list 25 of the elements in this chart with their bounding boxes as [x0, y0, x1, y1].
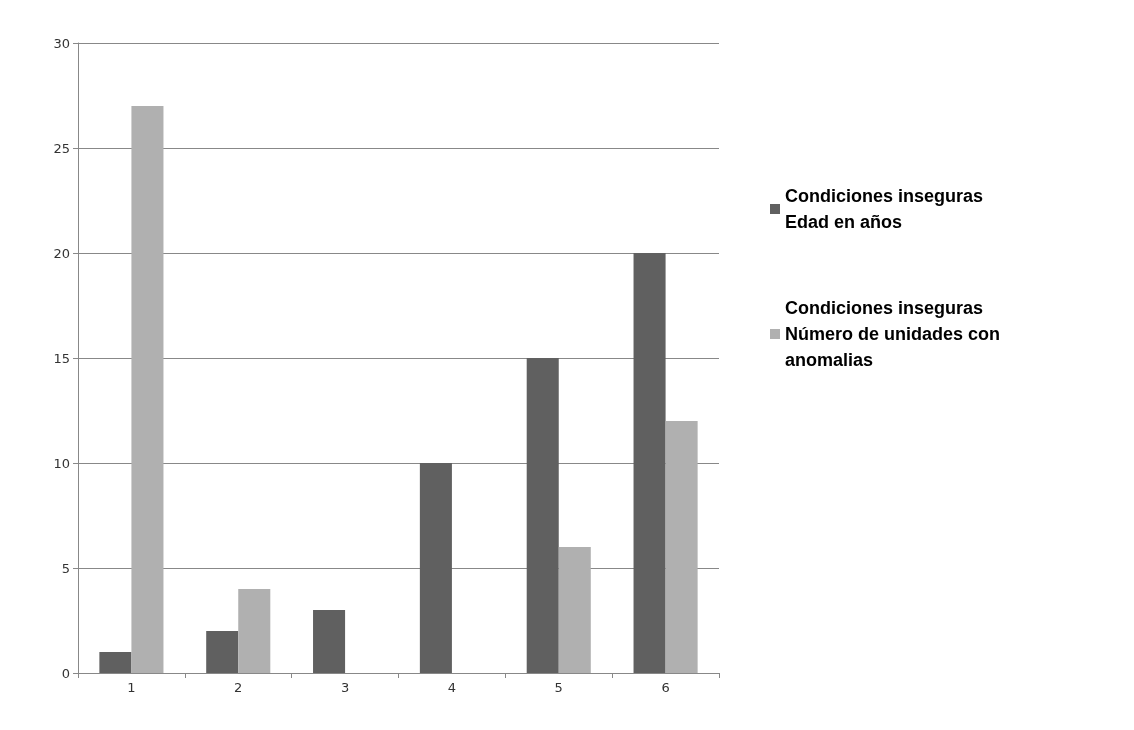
bar — [99, 652, 132, 673]
y-tick-label: 20 — [53, 245, 70, 261]
bar — [206, 631, 239, 673]
x-tick-label: 1 — [127, 680, 136, 695]
legend-label: Condiciones inseguras Número de unidades con anomalias — [785, 298, 1001, 370]
x-tick-label: 5 — [554, 680, 563, 695]
bar — [526, 358, 559, 673]
y-tick-label: 10 — [53, 455, 70, 471]
y-tick-label: 5 — [61, 560, 70, 576]
bar — [131, 106, 164, 673]
bar — [633, 253, 666, 673]
y-tick-label: 30 — [53, 35, 70, 51]
y-tick-label: 25 — [53, 140, 70, 156]
x-tick-label: 2 — [234, 680, 243, 695]
bar — [665, 421, 698, 673]
bar — [238, 589, 271, 673]
x-tick-label: 4 — [447, 680, 457, 695]
y-tick-label: 0 — [61, 665, 70, 681]
bar — [313, 610, 346, 673]
bar — [419, 463, 452, 673]
legend-label: Condiciones inseguras Edad en años — [785, 186, 984, 232]
x-tick-label: 3 — [340, 680, 350, 695]
y-tick-label: 15 — [53, 350, 70, 366]
bar — [558, 547, 591, 673]
x-tick-label: 6 — [661, 680, 670, 695]
